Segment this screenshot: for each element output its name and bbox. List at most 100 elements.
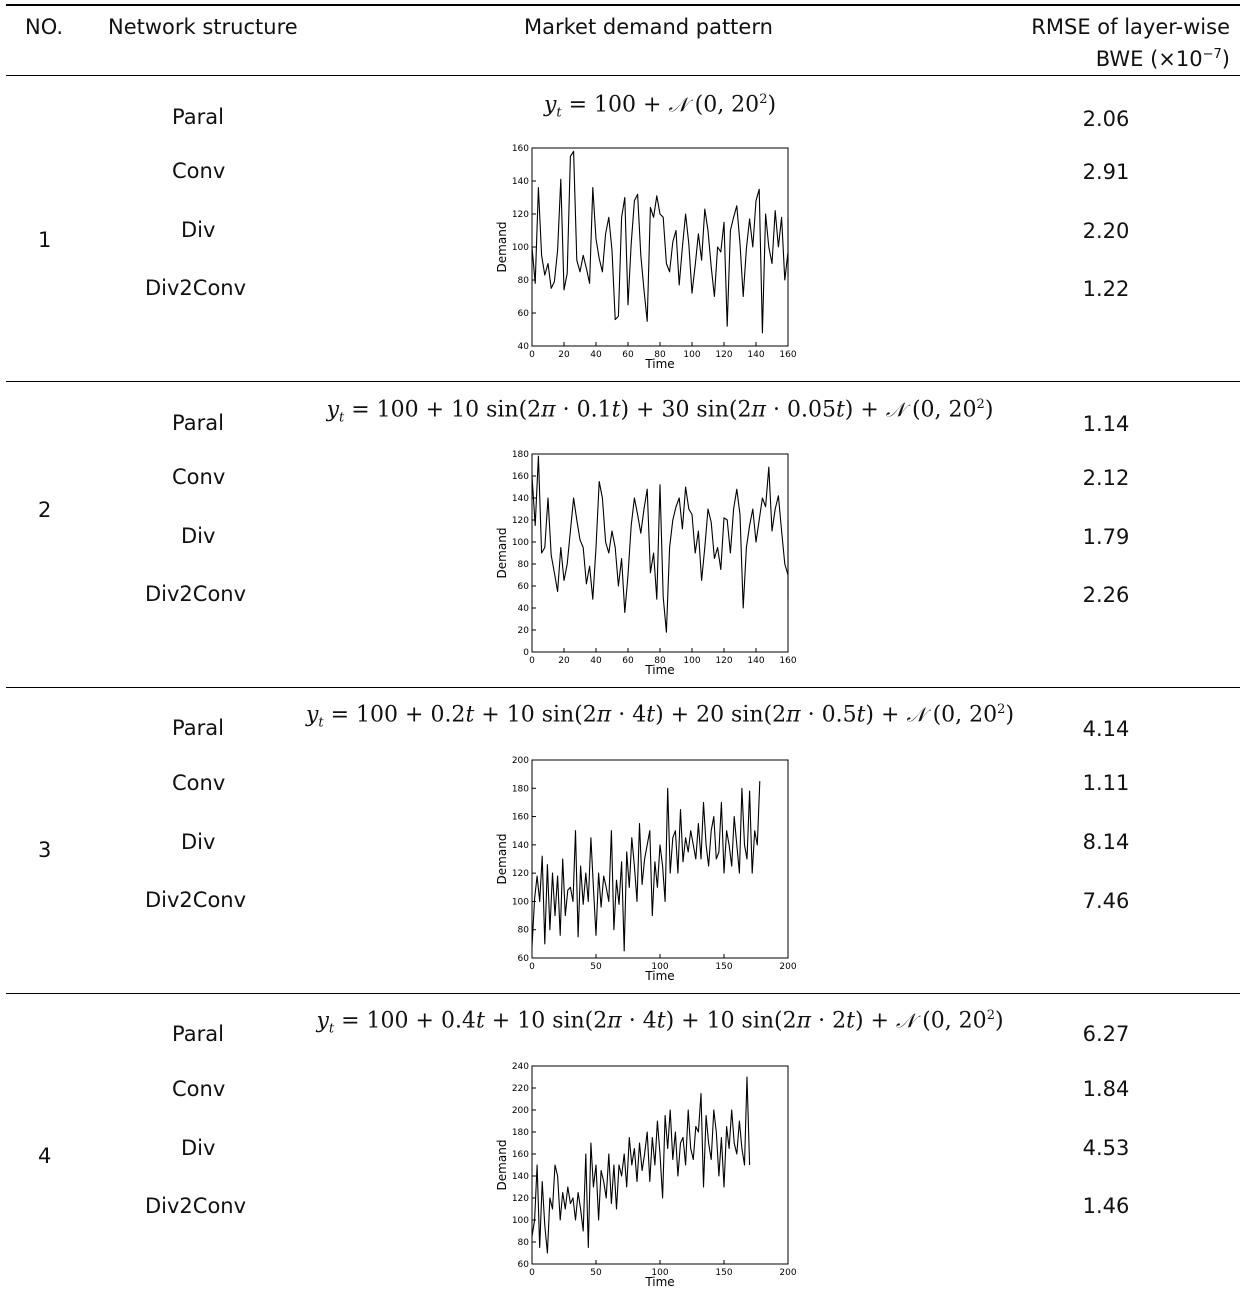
x-tick-label: 20 [558,350,570,360]
network-structure: Div [181,830,216,854]
demand-formula: yt = 100 + 0.4t + 10 sin(2π · 4t) + 10 s… [316,1008,1004,1037]
y-tick-label: 140 [512,494,529,504]
y-tick-label: 120 [512,210,529,220]
demand-series-line [531,150,789,334]
header-rule [6,75,1240,76]
rmse-value: 2.91 [1082,160,1130,184]
y-tick-label: 160 [512,1150,529,1160]
x-tick-label: 150 [715,1268,732,1278]
x-axis-label: Time [644,1275,674,1289]
y-tick-label: 120 [512,869,529,879]
y-tick-label: 180 [512,450,529,460]
network-structure: Div2Conv [145,582,247,606]
group-number: 2 [38,498,52,522]
network-structure: Div2Conv [145,888,247,912]
y-tick-label: 160 [512,813,529,823]
demand-series-line [531,455,789,633]
x-tick-label: 160 [779,656,796,666]
y-axis-label: Demand [495,222,509,273]
x-tick-label: 120 [715,350,732,360]
header-rmse-unit: BWE (×10 [1095,47,1203,71]
x-tick-label: 200 [779,1268,796,1278]
demand-formula: yt = 100 + 𝒩 (0, 202) [543,92,777,121]
x-tick-label: 40 [590,350,602,360]
x-tick-label: 0 [529,656,535,666]
y-tick-label: 180 [512,1128,529,1138]
y-tick-label: 100 [512,1216,529,1226]
rmse-value: 2.06 [1082,107,1130,131]
rmse-value: 2.20 [1082,219,1130,243]
network-structure: Div [181,1136,216,1160]
rmse-value: 2.12 [1082,466,1130,490]
network-structure: Conv [172,771,226,795]
x-tick-label: 0 [529,1268,535,1278]
rmse-value: 1.14 [1082,412,1130,436]
rmse-value: 7.46 [1082,889,1130,913]
y-tick-label: 100 [512,243,529,253]
y-tick-label: 80 [518,1238,530,1248]
header-rmse-line1: RMSE of layer-wise [1031,15,1230,39]
x-tick-label: 200 [779,962,796,972]
y-tick-label: 20 [518,626,530,636]
rmse-value: 1.22 [1082,277,1130,301]
network-structure: Div2Conv [145,1194,247,1218]
top-rule [6,4,1240,6]
header-no: NO. [25,15,64,39]
rmse-value: 1.84 [1082,1077,1130,1101]
y-tick-label: 200 [512,1106,529,1116]
x-tick-label: 60 [622,656,634,666]
network-structure: Paral [172,105,224,129]
x-tick-label: 50 [590,962,602,972]
rmse-value: 1.11 [1082,771,1130,795]
x-tick-label: 100 [683,350,700,360]
network-structure: Conv [172,465,226,489]
y-axis-label: Demand [495,834,509,885]
y-tick-label: 120 [512,1194,529,1204]
x-tick-label: 20 [558,656,570,666]
rmse-value: 4.14 [1082,717,1130,741]
x-tick-label: 100 [651,1268,668,1278]
y-tick-label: 160 [512,472,529,482]
demand-chart: 0 50 100 150 200 60 80 100 120 140 160 180 200 220 240… [495,1062,797,1289]
plot-frame [531,453,789,653]
y-tick-label: 60 [518,1260,530,1270]
y-tick-label: 240 [512,1062,529,1072]
rmse-value: 4.53 [1082,1136,1130,1160]
demand-formula: yt = 100 + 10 sin(2π · 0.1t) + 30 sin(2π… [326,397,994,426]
network-structure: Div [181,524,216,548]
y-axis-label: Demand [495,1140,509,1191]
y-tick-label: 140 [512,841,529,851]
header-rmse-exponent: −7 [1202,47,1222,62]
network-structure: Paral [172,1022,224,1046]
y-tick-label: 0 [523,648,529,658]
x-tick-label: 0 [529,350,535,360]
y-tick-label: 180 [512,784,529,794]
x-tick-label: 100 [683,656,700,666]
header-network-structure: Network structure [108,15,298,39]
demand-series-line [531,781,761,952]
plot-frame [531,147,789,347]
group-number: 1 [38,228,52,252]
x-tick-label: 150 [715,962,732,972]
x-tick-label: 160 [779,350,796,360]
y-tick-label: 80 [518,560,530,570]
x-tick-label: 140 [747,350,764,360]
group-rule [6,381,1240,382]
y-tick-label: 80 [518,276,530,286]
x-tick-label: 40 [590,656,602,666]
x-axis-label: Time [644,663,674,677]
y-tick-label: 60 [518,582,530,592]
y-tick-label: 140 [512,1172,529,1182]
plot-frame [531,759,789,959]
rmse-value: 6.27 [1082,1022,1130,1046]
rmse-value: 8.14 [1082,830,1130,854]
demand-series-line [531,1076,751,1254]
group-number: 4 [38,1144,52,1168]
y-tick-label: 60 [518,954,530,964]
y-tick-label: 80 [518,926,530,936]
rmse-value: 1.46 [1082,1194,1130,1218]
header-rmse: RMSE of layer-wise BWE (×10−7) [980,14,1230,73]
y-tick-label: 100 [512,897,529,907]
header-rmse-close: ) [1221,47,1230,71]
network-structure: Paral [172,716,224,740]
